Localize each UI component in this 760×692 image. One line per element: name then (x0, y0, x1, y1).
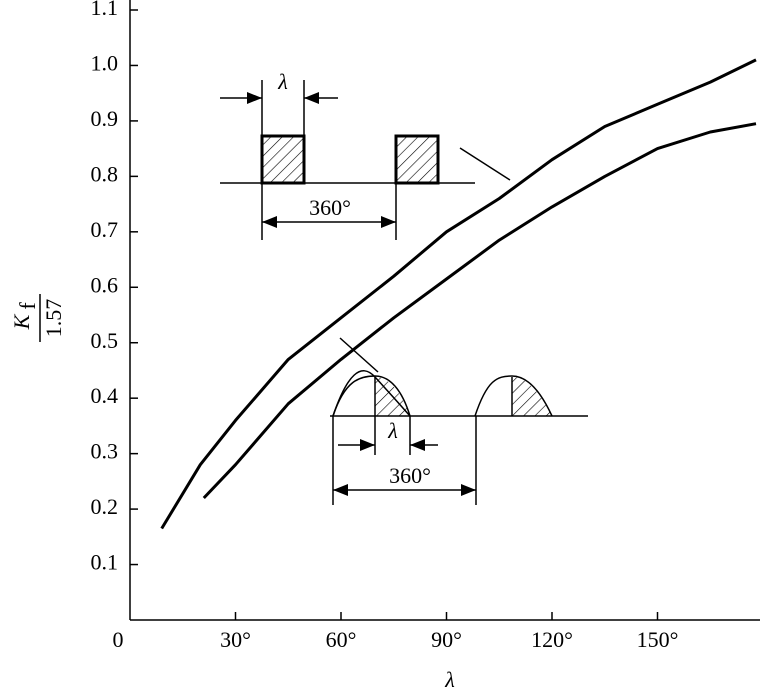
y-tick-label: 0.7 (91, 217, 119, 242)
y-tick-label: 1.0 (91, 51, 119, 76)
x-tick-label: 60° (326, 627, 357, 652)
y-tick-label: 0.2 (91, 494, 119, 519)
annotation: λ (277, 69, 288, 94)
y-axis-label: K f 1.57 (9, 294, 66, 342)
y-tick-label: 0.8 (91, 161, 119, 186)
curve (202, 122, 757, 500)
x-tick-label: 30° (220, 627, 251, 652)
annotation: 360° (309, 195, 351, 220)
y-tick-label: 0.1 (91, 550, 119, 575)
y-label-denominator: 1.57 (41, 299, 66, 338)
inset-sine: λ 360° (330, 337, 588, 505)
y-label-numerator: K (9, 313, 34, 330)
y-tick-label: 0.9 (91, 106, 119, 131)
y-tick-label: 0.3 (91, 439, 119, 464)
annotation: λ (387, 418, 398, 443)
y-label-subscript: f (15, 302, 40, 310)
curve (160, 58, 757, 530)
y-tick-label: 0.4 (91, 383, 119, 408)
x-tick-label: 0 (113, 627, 124, 652)
y-tick-label: 0.5 (91, 328, 119, 353)
x-tick-label: 90° (431, 627, 462, 652)
inset-rectangular: λ 360° (220, 69, 511, 240)
x-tick-label: 150° (637, 627, 679, 652)
x-axis-label: λ (444, 667, 455, 692)
y-tick-label: 1.1 (91, 0, 119, 20)
x-tick-label: 120° (531, 627, 573, 652)
y-tick-label: 0.6 (91, 272, 119, 297)
annotation: 360° (389, 463, 431, 488)
